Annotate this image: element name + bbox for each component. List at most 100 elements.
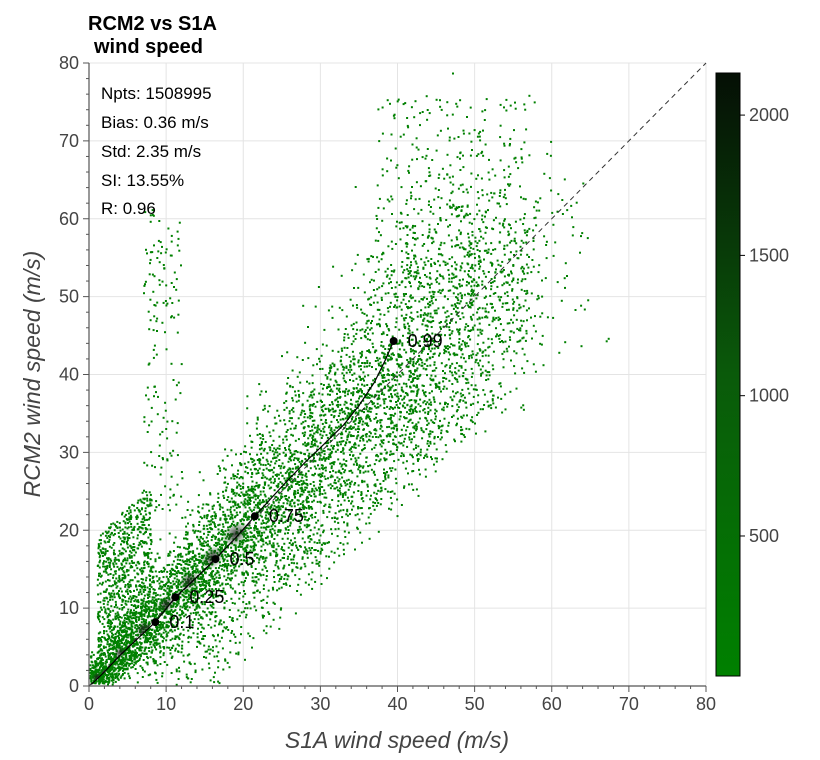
density-cell [357,422,360,424]
density-cell [251,473,254,476]
density-cell [452,203,455,206]
density-cell [299,513,302,516]
density-cell [94,660,97,663]
density-cell [241,476,244,479]
density-cell [156,593,159,596]
density-cell [166,581,169,584]
density-cell [438,354,440,357]
density-cell [236,485,239,488]
density-cell [175,575,178,578]
density-cell [104,655,107,658]
density-cell [474,236,477,239]
density-cell [290,480,293,483]
density-cell [199,540,202,543]
density-cell [277,530,280,533]
density-cell [329,393,331,396]
density-cell [388,358,391,361]
density-cell [226,567,229,570]
density-cell [284,507,287,510]
density-cell [418,340,421,343]
density-cell [380,383,383,386]
density-cell [254,521,257,524]
density-cell [521,347,524,350]
density-cell [431,316,434,319]
density-cell [438,388,441,390]
density-cell [360,354,363,357]
density-cell [433,309,436,312]
density-cell [113,663,116,665]
density-cell [270,481,273,484]
density-cell [276,451,279,454]
density-cell [445,219,448,221]
density-cell [384,398,387,400]
density-cell [428,320,431,323]
density-cell [276,486,279,489]
density-cell [161,640,164,643]
density-cell [452,307,455,310]
density-cell [426,314,429,317]
density-cell [526,272,529,275]
density-cell [362,465,365,468]
density-cell [522,305,525,308]
density-cell [289,500,292,503]
density-cell [341,433,344,436]
density-cell [200,542,203,545]
density-cell [246,395,249,398]
density-cell [219,517,222,520]
density-cell [224,448,227,451]
density-cell [169,550,172,553]
density-cell [335,398,338,401]
density-cell [387,378,390,381]
density-cell [211,515,214,517]
density-cell [230,572,233,575]
density-cell [248,499,251,502]
density-cell [208,585,211,588]
density-cell [123,642,126,644]
density-cell [514,220,517,223]
density-cell [141,618,144,621]
density-cell [505,98,508,101]
density-cell [329,456,332,459]
density-cell [354,338,357,340]
density-cell [298,510,301,513]
density-cell [478,348,481,351]
density-cell [342,447,345,450]
density-cell [361,311,364,314]
density-cell [291,544,294,547]
density-cell [342,440,345,443]
density-cell [193,531,196,534]
density-cell [277,545,280,548]
density-cell [507,223,510,226]
density-cell [209,593,212,596]
density-cell [351,403,354,406]
density-cell [516,327,519,330]
density-cell [235,453,237,456]
density-cell [259,458,262,461]
density-cell [414,424,417,427]
density-cell [293,427,296,430]
density-cell [423,393,426,396]
density-cell [197,618,200,621]
density-cell [364,362,366,365]
density-cell [444,372,446,375]
density-cell [122,656,125,659]
density-cell [453,354,456,357]
density-cell [427,353,429,355]
density-cell [369,338,372,341]
density-cell [398,355,400,358]
density-cell [343,366,346,369]
density-cell [244,592,247,595]
density-cell [319,399,322,402]
density-cell [460,343,463,346]
density-cell [201,544,204,547]
density-cell [505,308,508,311]
density-cell [319,473,321,476]
density-cell [368,364,371,367]
density-cell [188,545,190,548]
density-cell [461,262,464,265]
density-cell [257,561,260,564]
density-cell [476,352,479,355]
density-cell [571,234,574,237]
density-cell [250,487,253,490]
density-cell [430,236,433,239]
